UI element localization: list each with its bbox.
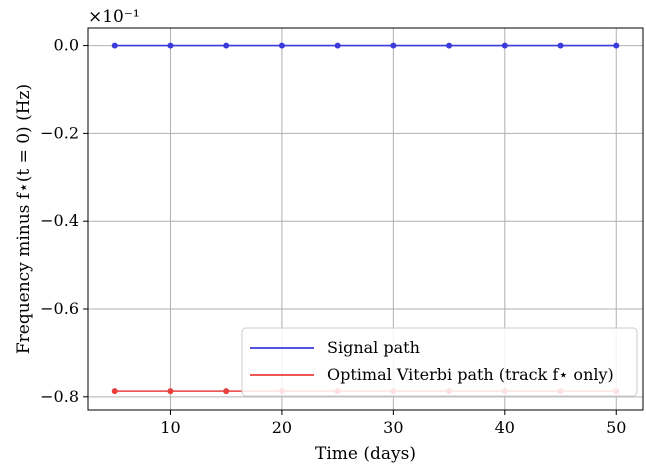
data-point: [223, 388, 230, 395]
x-axis-label: Time (days): [315, 444, 416, 464]
y-tick-label: −0.6: [40, 299, 79, 318]
y-axis-label: Frequency minus f⋆(t = 0) (Hz): [14, 84, 34, 354]
x-tick-label: 30: [383, 418, 403, 437]
plot-frame: [87, 27, 644, 411]
data-point: [446, 42, 453, 49]
y-tick-label: −0.2: [40, 123, 79, 142]
data-point: [111, 42, 118, 49]
data-point: [334, 42, 341, 49]
data-point: [501, 42, 508, 49]
legend: Signal path Optimal Viterbi path (track f…: [241, 327, 638, 397]
y-tick-label: −0.4: [40, 211, 79, 230]
data-point: [613, 42, 620, 49]
data-point: [390, 42, 397, 49]
data-point: [111, 388, 118, 395]
x-tick-label: 20: [272, 418, 292, 437]
ticks: 10 20 30 40 50 0.0 −0.2 −0.4 −0.6 −0.8: [40, 36, 626, 437]
x-tick-label: 50: [606, 418, 626, 437]
legend-box: [241, 327, 638, 397]
x-tick-label: 10: [160, 418, 180, 437]
y-tick-label: −0.8: [40, 387, 79, 406]
x-tick-label: 40: [495, 418, 515, 437]
y-tick-label: 0.0: [54, 36, 79, 55]
data-point: [167, 42, 174, 49]
data-point: [557, 42, 564, 49]
legend-label: Signal path: [327, 338, 420, 357]
axis-offset-label: ×10⁻¹: [88, 7, 140, 27]
legend-label: Optimal Viterbi path (track f⋆ only): [327, 365, 614, 384]
data-point: [223, 42, 230, 49]
series-0: [111, 42, 620, 49]
data-point: [278, 42, 285, 49]
data-point: [167, 388, 174, 395]
